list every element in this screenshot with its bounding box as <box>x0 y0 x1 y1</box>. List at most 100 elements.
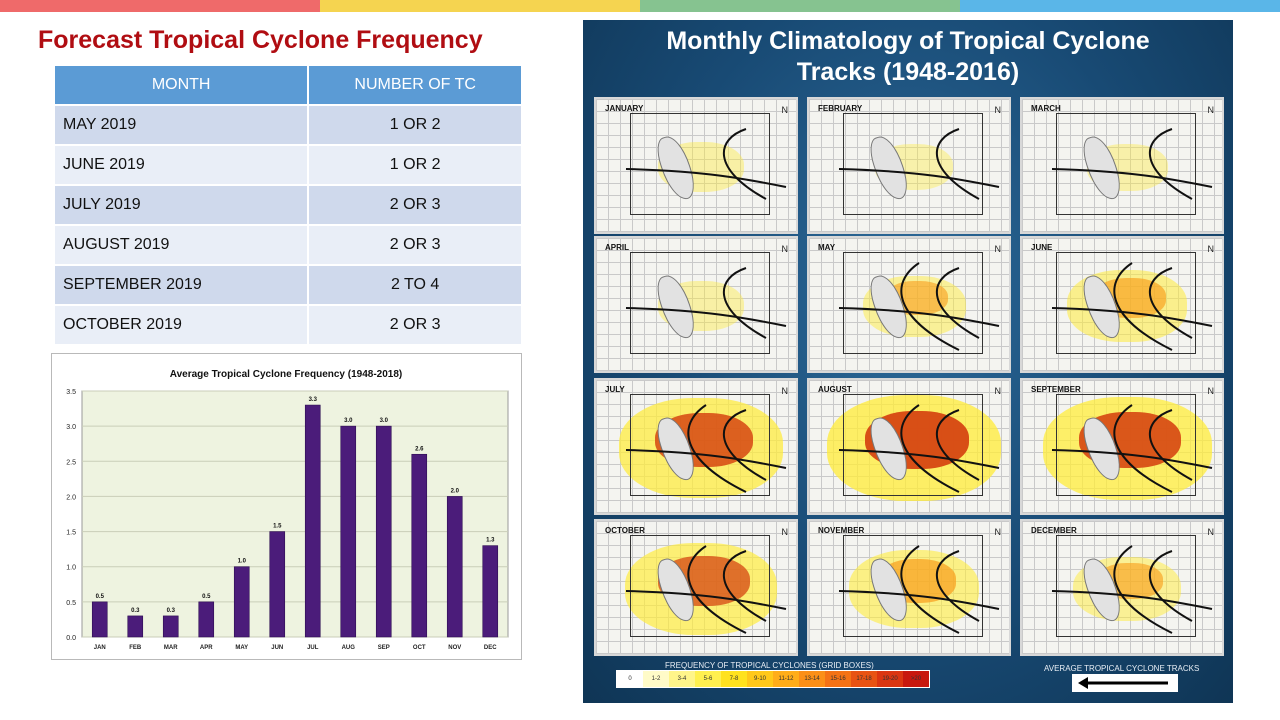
par-boundary <box>1056 113 1196 215</box>
panel-month-label: MARCH <box>1031 104 1061 113</box>
table-row: AUGUST 2019 2 OR 3 <box>55 224 523 265</box>
track-legend-label: AVERAGE TROPICAL CYCLONE TRACKS <box>1044 664 1200 673</box>
cell-month: OCTOBER 2019 <box>55 304 310 344</box>
x-tick-label: JUN <box>271 645 283 651</box>
y-tick-label: 3.5 <box>66 389 76 396</box>
compass-north-icon: N <box>994 386 1002 396</box>
frequency-chart-container: Average Tropical Cyclone Frequency (1948… <box>51 353 522 660</box>
cell-month: JUNE 2019 <box>55 144 310 185</box>
track-line <box>723 267 767 339</box>
map-grid <box>596 99 796 232</box>
cell-count: 2 OR 3 <box>308 184 523 225</box>
legend-swatch: 17-18 <box>851 671 877 687</box>
average-tracks <box>625 128 787 200</box>
x-tick-label: JAN <box>94 645 106 651</box>
map-panel-april: APRIL N <box>594 236 798 373</box>
compass-north-icon: N <box>1207 105 1215 115</box>
bar-dec <box>482 545 499 638</box>
track-line <box>1051 590 1213 610</box>
map-panel-february: FEBRUARY N <box>807 97 1011 234</box>
data-label: 0.3 <box>167 608 176 614</box>
panel-month-label: DECEMBER <box>1031 526 1077 535</box>
panel-month-label: JULY <box>605 385 625 394</box>
y-tick-label: 2.5 <box>66 459 76 466</box>
bar-sep <box>375 425 392 638</box>
bar-mar <box>162 615 179 638</box>
map-panel-may: MAY N <box>807 236 1011 373</box>
data-label: 3.0 <box>380 418 389 424</box>
compass-north-icon: N <box>781 105 789 115</box>
map-panel-august: AUGUST N <box>807 378 1011 515</box>
track-line <box>936 128 980 200</box>
track-line <box>838 590 1000 610</box>
track-line <box>1149 128 1193 200</box>
par-boundary <box>1056 535 1196 637</box>
panel-month-label: NOVEMBER <box>818 526 865 535</box>
table-row: JUNE 2019 1 OR 2 <box>55 144 523 185</box>
y-tick-label: 1.5 <box>66 530 76 537</box>
map-panel-november: NOVEMBER N <box>807 519 1011 656</box>
average-tracks <box>1051 262 1213 351</box>
par-boundary <box>843 535 983 637</box>
bar-jun <box>269 531 286 638</box>
track-legend-box <box>1072 674 1178 692</box>
track-line <box>687 545 747 634</box>
map-panel-march: MARCH N <box>1020 97 1224 234</box>
map-grid <box>596 238 796 371</box>
track-line <box>1113 545 1173 634</box>
track-line <box>900 545 960 634</box>
frequency-bar-chart: Average Tropical Cyclone Frequency (1948… <box>66 369 509 651</box>
track-line <box>1149 409 1193 481</box>
track-line <box>625 590 787 610</box>
cell-month: JULY 2019 <box>55 184 310 225</box>
cell-count: 2 TO 4 <box>308 264 523 305</box>
top-bar-segment-green <box>640 0 960 12</box>
compass-north-icon: N <box>994 105 1002 115</box>
average-tracks <box>838 262 1000 351</box>
y-tick-label: 1.0 <box>66 565 76 572</box>
top-bar-segment-red <box>0 0 320 12</box>
track-line <box>838 168 1000 188</box>
x-tick-label: JUL <box>307 645 319 651</box>
track-line <box>625 307 787 327</box>
table-row: MAY 2019 1 OR 2 <box>55 104 523 145</box>
arrow-left-icon <box>1078 677 1168 689</box>
legend-swatch: 19-20 <box>877 671 903 687</box>
panel-month-label: FEBRUARY <box>818 104 863 113</box>
compass-north-icon: N <box>781 386 789 396</box>
chart-title: Average Tropical Cyclone Frequency (1948… <box>170 369 403 380</box>
cell-count: 1 OR 2 <box>308 144 523 185</box>
par-boundary <box>630 113 770 215</box>
par-boundary <box>1056 252 1196 354</box>
y-tick-label: 0.0 <box>66 635 76 642</box>
bar-jan <box>91 601 108 638</box>
x-tick-label: MAR <box>164 645 178 651</box>
compass-north-icon: N <box>994 527 1002 537</box>
average-tracks <box>1051 128 1213 200</box>
data-label: 1.0 <box>238 559 247 565</box>
poster-title-line-1: Monthly Climatology of Tropical Cyclone <box>666 27 1150 55</box>
legend-swatch: 13-14 <box>799 671 825 687</box>
x-tick-label: NOV <box>448 645 461 651</box>
page-title: Forecast Tropical Cyclone Frequency <box>38 26 483 54</box>
cell-count: 2 OR 3 <box>308 224 523 265</box>
track-line <box>1051 449 1213 469</box>
y-tick-label: 3.0 <box>66 424 76 431</box>
average-tracks <box>625 404 787 493</box>
average-tracks <box>1051 545 1213 634</box>
x-tick-label: OCT <box>413 645 426 651</box>
data-label: 0.5 <box>202 594 211 600</box>
panel-month-label: OCTOBER <box>605 526 645 535</box>
compass-north-icon: N <box>1207 244 1215 254</box>
panel-month-label: SEPTEMBER <box>1031 385 1081 394</box>
data-label: 1.5 <box>273 524 282 530</box>
cell-month: SEPTEMBER 2019 <box>55 264 310 305</box>
data-label: 1.3 <box>486 538 495 544</box>
x-tick-label: FEB <box>129 645 142 651</box>
map-grid <box>809 99 1009 232</box>
panel-month-label: MAY <box>818 243 836 252</box>
track-line <box>687 404 747 493</box>
panel-month-label: AUGUST <box>818 385 852 394</box>
y-tick-label: 0.5 <box>66 600 76 607</box>
cell-count: 1 OR 2 <box>308 104 523 145</box>
